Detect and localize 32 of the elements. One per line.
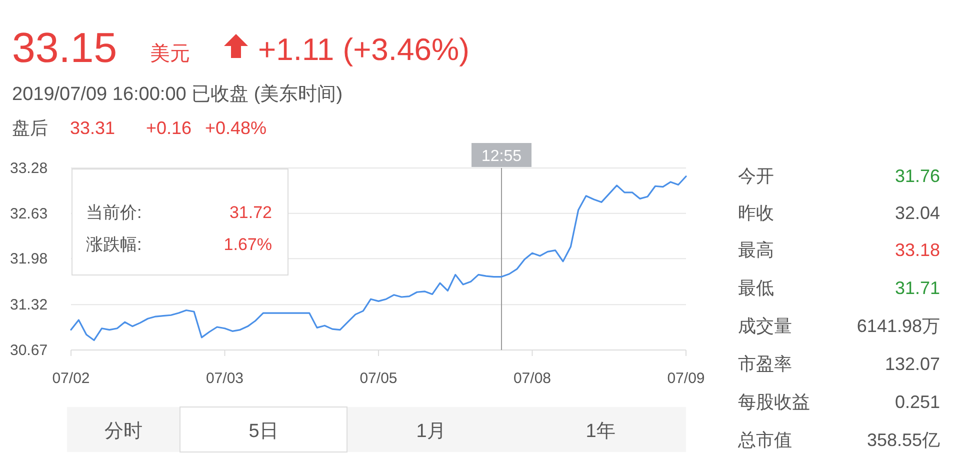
annotation: 昨收 xyxy=(738,203,774,223)
annotation: 31.76 xyxy=(894,166,940,186)
annotation: 6141.98万 xyxy=(856,316,940,336)
annotation: 32.04 xyxy=(894,203,940,223)
annotation: +0.48% xyxy=(205,118,267,138)
annotation: 最低 xyxy=(738,278,774,298)
annotation: 涨跌幅: xyxy=(86,235,142,254)
annotation: 今开 xyxy=(738,166,774,186)
annotation: 当前价: xyxy=(86,203,142,222)
annotation: 5日 xyxy=(248,421,278,442)
annotation: 美元 xyxy=(150,43,190,65)
annotation: 33.31 xyxy=(70,118,116,138)
subtitle: 2019/07/09 16:00:00 已收盘 (美东时间) xyxy=(12,84,343,105)
annotation: +0.16 xyxy=(146,118,192,138)
annotation: 成交量 xyxy=(738,316,792,336)
title: 33.15 xyxy=(12,24,118,71)
annotation: 最高 xyxy=(738,240,774,260)
annotation: 1年 xyxy=(586,421,616,442)
annotation: 市盈率 xyxy=(738,354,792,374)
annotation: 盘后 xyxy=(12,118,48,138)
annotation: 31.72 xyxy=(229,203,272,222)
annotation: +1.11 (+3.46%) xyxy=(258,32,470,67)
annotation: 358.55亿 xyxy=(866,430,940,450)
annotation: 0.251 xyxy=(894,392,940,412)
annotation: 1月 xyxy=(416,421,446,442)
annotation: 1.67% xyxy=(224,235,272,254)
annotation: 33.18 xyxy=(894,240,940,260)
annotation: 132.07 xyxy=(884,354,940,374)
annotation: 总市值 xyxy=(738,430,792,450)
annotation: 31.71 xyxy=(894,278,940,298)
annotation: 分时 xyxy=(104,421,142,442)
annotation: 每股收益 xyxy=(738,392,810,412)
